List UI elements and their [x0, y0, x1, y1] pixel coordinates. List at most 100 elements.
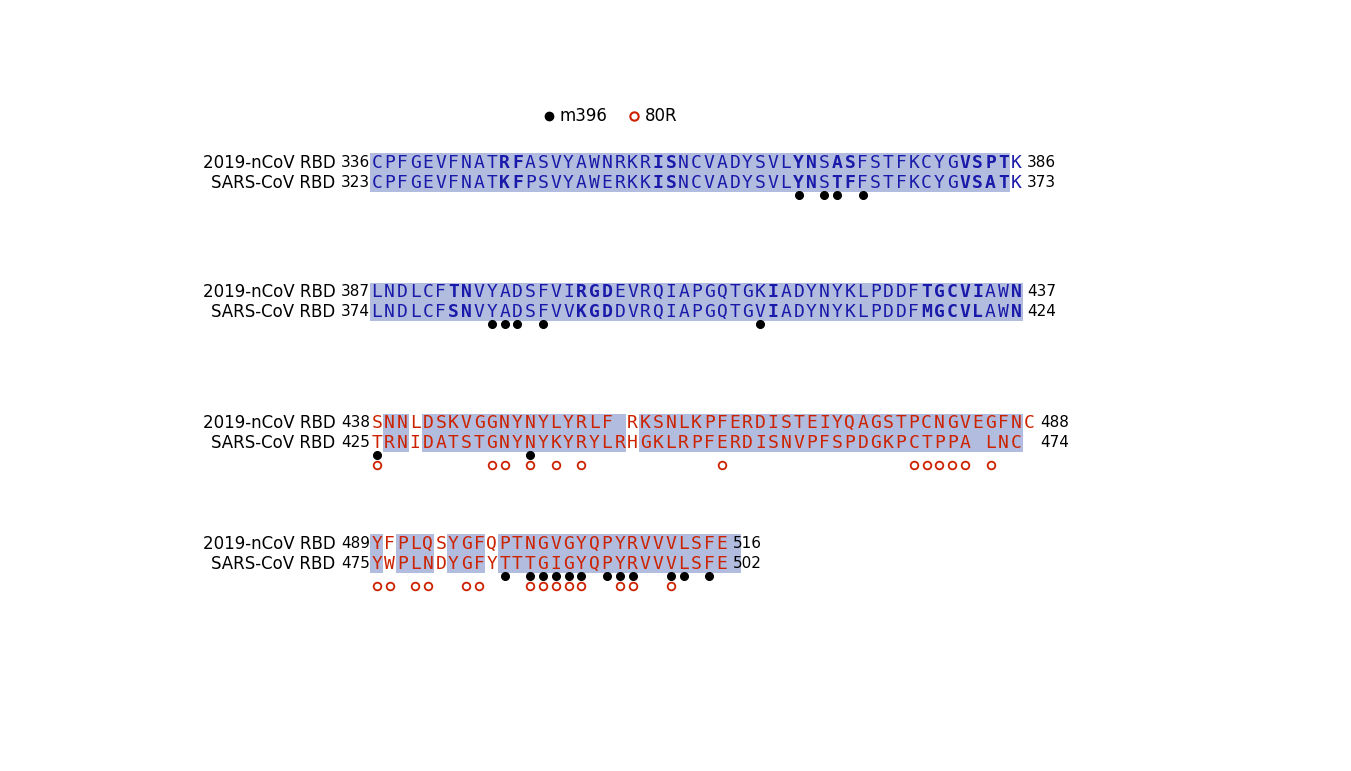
- Text: L: L: [409, 303, 420, 321]
- Text: 374: 374: [340, 305, 370, 319]
- Text: A: A: [781, 303, 792, 321]
- Text: A: A: [678, 283, 689, 301]
- Text: Q: Q: [486, 535, 497, 553]
- Text: F: F: [449, 173, 459, 192]
- Text: L: L: [601, 434, 612, 452]
- Text: D: D: [882, 283, 894, 301]
- Text: S: S: [755, 173, 766, 192]
- Text: N: N: [666, 414, 677, 432]
- Text: Y: Y: [563, 434, 574, 452]
- Text: D: D: [742, 434, 753, 452]
- Text: Y: Y: [793, 153, 804, 172]
- Text: N: N: [1011, 414, 1021, 432]
- Text: Y: Y: [486, 555, 497, 573]
- Text: C: C: [1024, 414, 1035, 432]
- Text: G: G: [947, 414, 958, 432]
- Text: T: T: [896, 414, 907, 432]
- Text: S: S: [449, 303, 459, 321]
- Text: R: R: [730, 434, 740, 452]
- Text: V: V: [767, 153, 778, 172]
- Text: L: L: [372, 283, 382, 301]
- Text: N: N: [678, 173, 689, 192]
- Text: E: E: [423, 153, 434, 172]
- Text: R: R: [678, 434, 689, 452]
- Text: Q: Q: [653, 283, 663, 301]
- Text: S: S: [781, 414, 792, 432]
- Text: C: C: [1011, 434, 1021, 452]
- Text: A: A: [781, 283, 792, 301]
- Text: I: I: [819, 414, 830, 432]
- Text: E: E: [423, 173, 434, 192]
- Text: I: I: [666, 303, 677, 321]
- Text: N: N: [384, 414, 394, 432]
- Text: N: N: [1011, 303, 1021, 321]
- Text: G: G: [538, 535, 549, 553]
- Bar: [857, 153, 984, 192]
- Text: K: K: [576, 303, 586, 321]
- Text: C: C: [690, 153, 703, 172]
- Text: 474: 474: [1040, 436, 1069, 450]
- Text: P: P: [601, 535, 612, 553]
- Text: P: P: [690, 303, 703, 321]
- Text: Q: Q: [589, 535, 600, 553]
- Text: T: T: [921, 283, 932, 301]
- Text: D: D: [512, 283, 523, 301]
- Text: R: R: [576, 434, 586, 452]
- Text: Y: Y: [372, 535, 382, 553]
- Text: L: L: [409, 535, 420, 553]
- Text: A: A: [716, 153, 727, 172]
- Text: L: L: [973, 303, 984, 321]
- Text: V: V: [550, 535, 561, 553]
- Text: L: L: [409, 555, 420, 573]
- Text: Q: Q: [423, 535, 434, 553]
- Bar: [984, 283, 1023, 322]
- Text: 387: 387: [340, 284, 370, 299]
- Text: K: K: [755, 283, 766, 301]
- Text: S: S: [819, 153, 830, 172]
- Text: G: G: [947, 173, 958, 192]
- Text: G: G: [742, 283, 753, 301]
- Bar: [767, 283, 793, 322]
- Text: R: R: [640, 153, 651, 172]
- Text: I: I: [767, 414, 778, 432]
- Text: F: F: [704, 535, 715, 553]
- Text: L: L: [781, 173, 792, 192]
- Bar: [651, 534, 742, 573]
- Text: Q: Q: [653, 303, 663, 321]
- Text: m396: m396: [559, 107, 608, 126]
- Text: 336: 336: [340, 155, 370, 170]
- Text: V: V: [959, 414, 970, 432]
- Text: G: G: [870, 434, 881, 452]
- Text: S: S: [666, 173, 677, 192]
- Text: V: V: [755, 303, 766, 321]
- Text: A: A: [435, 434, 446, 452]
- Text: T: T: [730, 283, 740, 301]
- Text: Y: Y: [372, 555, 382, 573]
- Text: F: F: [512, 173, 523, 192]
- Text: 475: 475: [340, 556, 370, 571]
- Text: G: G: [589, 303, 600, 321]
- Text: P: P: [524, 173, 535, 192]
- Text: Y: Y: [615, 535, 626, 553]
- Text: S: S: [524, 283, 535, 301]
- Text: P: P: [844, 434, 855, 452]
- Text: F: F: [449, 153, 459, 172]
- Text: T: T: [832, 173, 843, 192]
- Text: V: V: [653, 535, 663, 553]
- Text: G: G: [409, 153, 420, 172]
- Text: T: T: [524, 555, 535, 573]
- Text: A: A: [524, 153, 535, 172]
- Text: Y: Y: [538, 434, 549, 452]
- Text: G: G: [640, 434, 651, 452]
- Text: F: F: [512, 153, 523, 172]
- Text: V: V: [550, 153, 561, 172]
- Text: K: K: [844, 303, 855, 321]
- Text: G: G: [486, 414, 497, 432]
- Text: W: W: [589, 153, 600, 172]
- Text: W: W: [998, 283, 1009, 301]
- Text: N: N: [524, 414, 535, 432]
- Text: 516: 516: [734, 537, 762, 551]
- Text: 80R: 80R: [644, 107, 677, 126]
- Text: R: R: [627, 414, 638, 432]
- Text: A: A: [678, 303, 689, 321]
